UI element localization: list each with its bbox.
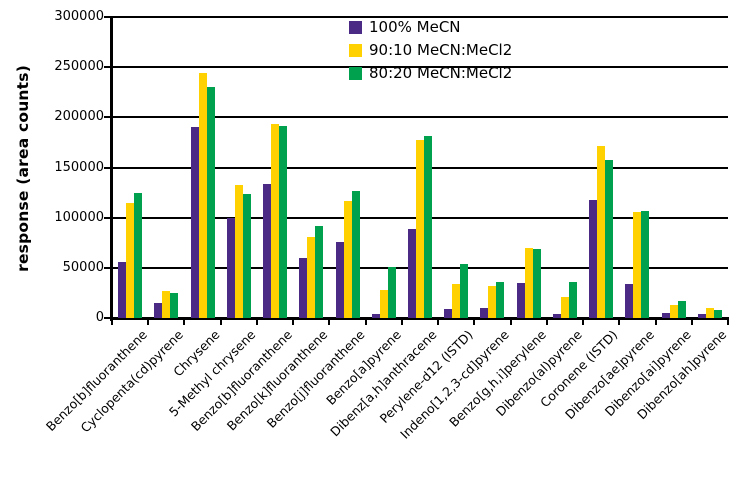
bar-90-10-mecn-mecl2-16 — [706, 308, 714, 318]
y-tick-250000 — [104, 66, 111, 69]
bar-80-20-mecn-mecl2-8 — [424, 136, 432, 318]
bar-100-mecn-10 — [480, 308, 488, 318]
bar-90-10-mecn-mecl2-5 — [307, 237, 315, 318]
bar-90-10-mecn-mecl2-13 — [597, 146, 605, 318]
x-tick-5 — [292, 320, 295, 325]
bar-90-10-mecn-mecl2-1 — [162, 291, 170, 318]
legend-label-1: 90:10 MeCN:MeCl2 — [369, 41, 513, 59]
y-tick-label-0: 0 — [95, 310, 104, 325]
x-tick-7 — [364, 320, 367, 325]
bar-90-10-mecn-mecl2-10 — [488, 286, 496, 318]
bar-90-10-mecn-mecl2-7 — [380, 290, 388, 318]
x-tick-9 — [437, 320, 440, 325]
bar-90-10-mecn-mecl2-4 — [271, 124, 279, 318]
y-tick-100000 — [104, 216, 111, 219]
bar-80-20-mecn-mecl2-6 — [352, 191, 360, 318]
y-axis-line — [110, 16, 113, 321]
x-tick-3 — [219, 320, 222, 325]
bar-90-10-mecn-mecl2-14 — [633, 212, 641, 318]
x-axis-line — [110, 317, 729, 320]
bar-90-10-mecn-mecl2-9 — [452, 284, 460, 318]
legend-label-2: 80:20 MeCN:MeCl2 — [369, 64, 513, 82]
x-tick-17 — [727, 320, 729, 325]
bar-90-10-mecn-mecl2-3 — [235, 185, 243, 318]
bar-90-10-mecn-mecl2-2 — [199, 73, 207, 318]
bar-100-mecn-9 — [444, 309, 452, 318]
x-tick-2 — [183, 320, 186, 325]
bar-100-mecn-6 — [336, 242, 344, 318]
y-tick-200000 — [104, 116, 111, 119]
y-tick-label-150000: 150000 — [54, 159, 104, 175]
bar-100-mecn-14 — [625, 284, 633, 318]
legend: 100% MeCN 90:10 MeCN:MeCl2 80:20 MeCN:MeCl… — [349, 19, 512, 88]
legend-item-1: 90:10 MeCN:MeCl2 — [349, 42, 512, 58]
y-tick-label-300000: 300000 — [54, 9, 104, 24]
bar-80-20-mecn-mecl2-16 — [714, 310, 722, 318]
y-tick-300000 — [104, 16, 111, 18]
bar-80-20-mecn-mecl2-14 — [641, 211, 649, 318]
bar-90-10-mecn-mecl2-11 — [525, 248, 533, 318]
bar-80-20-mecn-mecl2-12 — [569, 282, 577, 318]
bar-80-20-mecn-mecl2-5 — [315, 226, 323, 318]
x-tick-8 — [400, 320, 403, 325]
bar-80-20-mecn-mecl2-13 — [605, 160, 613, 318]
x-tick-10 — [473, 320, 476, 325]
bar-100-mecn-3 — [227, 218, 235, 318]
gridline-300000 — [112, 16, 728, 18]
bar-80-20-mecn-mecl2-2 — [207, 87, 215, 318]
gridline-200000 — [112, 116, 728, 119]
bar-80-20-mecn-mecl2-4 — [279, 126, 287, 318]
legend-swatch-0 — [349, 20, 362, 34]
x-tick-13 — [582, 320, 585, 325]
legend-swatch-2 — [349, 66, 362, 80]
legend-label-0: 100% MeCN — [369, 18, 461, 36]
x-tick-16 — [690, 320, 693, 325]
x-tick-12 — [545, 320, 548, 325]
bar-80-20-mecn-mecl2-0 — [134, 193, 142, 318]
x-tick-0 — [111, 320, 113, 325]
bar-90-10-mecn-mecl2-12 — [561, 297, 569, 318]
x-tick-14 — [618, 320, 621, 325]
bar-80-20-mecn-mecl2-1 — [170, 293, 178, 318]
legend-item-0: 100% MeCN — [349, 19, 512, 35]
x-tick-4 — [255, 320, 258, 325]
legend-swatch-1 — [349, 43, 362, 57]
y-tick-label-50000: 50000 — [62, 259, 104, 275]
x-tick-1 — [147, 320, 150, 325]
bar-100-mecn-1 — [154, 303, 162, 318]
bar-100-mecn-5 — [299, 258, 307, 318]
gridline-250000 — [112, 66, 728, 69]
bar-100-mecn-12 — [553, 314, 561, 318]
bar-80-20-mecn-mecl2-11 — [533, 249, 541, 318]
bar-90-10-mecn-mecl2-6 — [344, 201, 352, 318]
bar-80-20-mecn-mecl2-3 — [243, 194, 251, 318]
y-tick-label-250000: 250000 — [54, 59, 104, 75]
bar-80-20-mecn-mecl2-10 — [496, 282, 504, 318]
bar-80-20-mecn-mecl2-7 — [388, 267, 396, 318]
bar-90-10-mecn-mecl2-8 — [416, 140, 424, 318]
x-tick-6 — [328, 320, 331, 325]
bar-100-mecn-0 — [118, 262, 126, 318]
bar-80-20-mecn-mecl2-9 — [460, 264, 468, 318]
bar-100-mecn-13 — [589, 200, 597, 318]
y-tick-50000 — [104, 266, 111, 269]
bar-100-mecn-15 — [662, 313, 670, 318]
x-tick-15 — [654, 320, 657, 325]
bar-100-mecn-8 — [408, 229, 416, 318]
x-tick-11 — [509, 320, 512, 325]
y-tick-label-100000: 100000 — [54, 209, 104, 225]
y-tick-label-200000: 200000 — [54, 109, 104, 125]
bar-90-10-mecn-mecl2-0 — [126, 203, 134, 318]
bar-100-mecn-11 — [517, 283, 525, 318]
bar-100-mecn-16 — [698, 314, 706, 318]
y-tick-150000 — [104, 166, 111, 169]
legend-item-2: 80:20 MeCN:MeCl2 — [349, 65, 512, 81]
bar-100-mecn-4 — [263, 184, 271, 318]
y-tick-0 — [104, 317, 111, 319]
bar-80-20-mecn-mecl2-15 — [678, 301, 686, 318]
bar-90-10-mecn-mecl2-15 — [670, 305, 678, 318]
bar-100-mecn-7 — [372, 314, 380, 318]
bar-100-mecn-2 — [191, 127, 199, 318]
